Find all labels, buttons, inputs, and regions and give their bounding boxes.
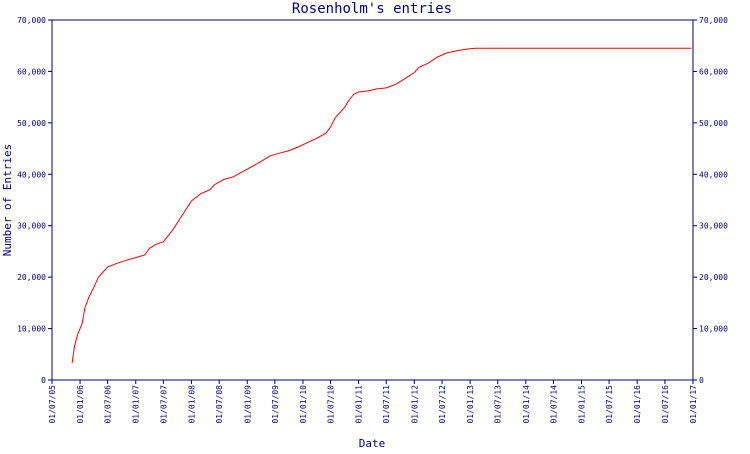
x-tick-label: 01/07/11 (382, 385, 391, 424)
x-tick-label: 01/07/14 (549, 385, 558, 424)
x-tick-label: 01/07/05 (48, 385, 57, 424)
x-tick-label: 01/01/17 (689, 385, 698, 424)
x-tick-label: 01/01/15 (577, 385, 586, 424)
y-tick-label-right: 10,000 (699, 325, 728, 334)
x-tick-label: 01/01/08 (187, 385, 196, 424)
y-tick-label-left: 10,000 (17, 325, 46, 334)
y-ticks-left: 0 10,000 20,000 30,000 40,000 50,000 60,000 70,… (17, 16, 52, 385)
y-axis-label: Number of Entries (1, 144, 14, 257)
x-tick-label: 01/07/16 (661, 385, 670, 424)
x-tick-label: 01/01/09 (243, 385, 252, 424)
x-tick-label: 01/07/12 (438, 385, 447, 424)
y-tick-label-left: 0 (41, 376, 46, 385)
y-tick-label-right: 60,000 (699, 67, 728, 76)
y-tick-label-left: 60,000 (17, 67, 46, 76)
x-tick-label: 01/01/16 (633, 385, 642, 424)
x-tick-label: 01/01/13 (466, 385, 475, 424)
x-tick-label: 01/01/10 (299, 385, 308, 424)
y-tick-label-left: 70,000 (17, 16, 46, 25)
y-ticks-right: 0 10,000 20,000 30,000 40,000 50,000 60,000 70,… (693, 16, 728, 385)
x-tick-label: 01/01/14 (522, 385, 531, 424)
x-tick-label: 01/07/15 (605, 385, 614, 424)
y-tick-label-left: 40,000 (17, 170, 46, 179)
x-axis-label: Date (359, 437, 386, 450)
x-tick-label: 01/01/12 (410, 385, 419, 424)
y-tick-label-right: 30,000 (699, 222, 728, 231)
x-tick-label: 01/07/07 (159, 385, 168, 424)
series-layer (71, 47, 692, 364)
x-tick-label: 01/01/06 (76, 385, 85, 424)
y-tick-label-left: 30,000 (17, 222, 46, 231)
y-tick-label-left: 50,000 (17, 119, 46, 128)
y-tick-label-right: 0 (699, 376, 704, 385)
y-tick-label-right: 20,000 (699, 273, 728, 282)
x-tick-label: 01/01/07 (132, 385, 141, 424)
x-tick-label: 01/07/06 (104, 385, 113, 424)
chart-title: Rosenholm's entries (292, 1, 452, 17)
y-tick-label-right: 40,000 (699, 170, 728, 179)
y-tick-label-right: 70,000 (699, 16, 728, 25)
plot-frame (51, 19, 694, 381)
x-tick-label: 01/07/08 (215, 385, 224, 424)
y-tick-label-left: 20,000 (17, 273, 46, 282)
x-tick-label: 01/07/13 (494, 385, 503, 424)
x-tick-label: 01/01/11 (355, 385, 364, 424)
series-line-0 (71, 47, 692, 364)
y-tick-label-right: 50,000 (699, 119, 728, 128)
x-tick-label: 01/07/10 (327, 385, 336, 424)
x-ticks: 01/07/05 01/01/06 01/07/06 01/01/07 01/07/07… (48, 380, 698, 424)
x-tick-label: 01/07/09 (271, 385, 280, 424)
